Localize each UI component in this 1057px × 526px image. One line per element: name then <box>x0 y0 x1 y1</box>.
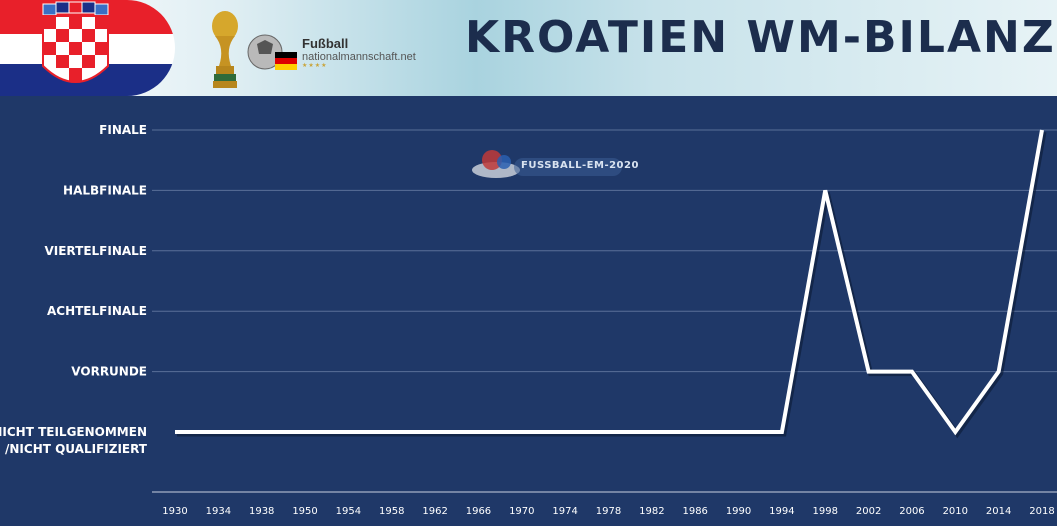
y-tick-label: VORRUNDE <box>71 365 147 379</box>
x-tick-label: 1950 <box>292 506 317 517</box>
x-tick-label: 2018 <box>1029 506 1054 517</box>
x-tick-label: 1930 <box>162 506 187 517</box>
y-tick-label: NICHT TEILGENOMMEN/NICHT QUALIFIZIERT <box>0 425 148 456</box>
x-tick-label: 2002 <box>856 506 881 517</box>
series-layer <box>174 129 1047 439</box>
x-tick-label: 1954 <box>336 506 361 517</box>
x-tick-label: 1934 <box>206 506 231 517</box>
y-tick-label: ACHTELFINALE <box>47 304 147 318</box>
x-tick-label: 1966 <box>466 506 491 517</box>
page-title: KROATIEN WM-BILANZ <box>465 12 1056 63</box>
y-tick-label: VIERTELFINALE <box>44 244 147 258</box>
y-axis-labels: NICHT TEILGENOMMEN/NICHT QUALIFIZIERT VOR… <box>0 123 148 456</box>
x-tick-label: 1938 <box>249 506 274 517</box>
x-tick-label: 1982 <box>639 506 664 517</box>
football-logo-icon <box>247 34 297 70</box>
site-logo-text: Fußball nationalmannschaft.net ★★★★ <box>302 37 416 70</box>
logo-line-1: Fußball <box>302 36 349 51</box>
y-tick-label: FINALE <box>99 123 147 137</box>
x-tick-label: 1990 <box>726 506 751 517</box>
x-tick-label: 2014 <box>986 506 1011 517</box>
watermark-text: FUSSBALL-EM-2020 <box>521 160 639 171</box>
x-tick-label: 1970 <box>509 506 534 517</box>
x-axis-labels: 1930 1934 1938 1950 1954 1958 1962 1966 1970 1974… <box>162 506 1054 517</box>
watermark: FUSSBALL-EM-2020 <box>470 144 638 182</box>
x-tick-label: 1958 <box>379 506 404 517</box>
y-tick-label: HALBFINALE <box>63 183 147 197</box>
croatia-flag-icon <box>0 0 175 96</box>
logo-line-2: nationalmannschaft.net <box>302 51 416 63</box>
ball-icon <box>482 150 502 170</box>
x-tick-label: 2010 <box>943 506 968 517</box>
x-tick-label: 2006 <box>899 506 924 517</box>
x-tick-label: 1974 <box>552 506 577 517</box>
x-tick-label: 1998 <box>813 506 838 517</box>
gridlines <box>152 129 1057 493</box>
world-cup-trophy-icon <box>212 11 238 88</box>
x-tick-label: 1978 <box>596 506 621 517</box>
line-chart: NICHT TEILGENOMMEN/NICHT QUALIFIZIERT VOR… <box>0 123 1057 517</box>
header-banner: Fußball nationalmannschaft.net ★★★★ KROA… <box>0 0 1057 96</box>
x-tick-label: 1962 <box>422 506 447 517</box>
x-tick-label: 1986 <box>682 506 707 517</box>
x-tick-label: 1994 <box>769 506 794 517</box>
logo-line-3: ★★★★ <box>302 63 328 69</box>
